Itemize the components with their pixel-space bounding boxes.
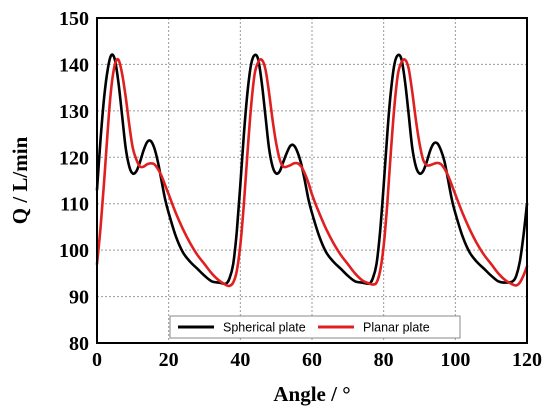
x-tick-label: 60 xyxy=(302,349,322,371)
series-line-spherical-plate xyxy=(95,53,529,286)
y-tick-label: 110 xyxy=(60,194,89,216)
series-line-planar-plate xyxy=(95,57,529,288)
x-tick-label: 40 xyxy=(230,349,250,371)
x-tick-label: 100 xyxy=(440,349,470,371)
y-tick-label: 140 xyxy=(59,54,89,76)
legend: Spherical plate Planar plate xyxy=(169,315,461,339)
y-tick-label: 90 xyxy=(69,287,89,309)
x-tick-label: 20 xyxy=(159,349,179,371)
legend-label-planar-plate: Planar plate xyxy=(363,321,430,335)
y-tick-label: 130 xyxy=(59,101,89,123)
y-tick-label: 120 xyxy=(59,147,89,169)
legend-label-spherical-plate: Spherical plate xyxy=(223,321,306,335)
series-lines xyxy=(95,53,529,288)
x-axis-title: Angle / ° xyxy=(273,382,350,406)
x-tick-label: 0 xyxy=(92,349,102,371)
y-tick-label: 150 xyxy=(59,8,89,30)
x-tick-label: 80 xyxy=(374,349,394,371)
y-tick-label: 80 xyxy=(69,333,89,355)
y-tick-label: 100 xyxy=(59,240,89,262)
y-axis-title: Q / L/min xyxy=(8,136,32,224)
plot-frame xyxy=(96,17,528,344)
y-axis-ticks: 80 90 100 110 120 130 140 150 xyxy=(59,8,89,355)
x-tick-label: 120 xyxy=(512,349,542,371)
x-axis-ticks: 0 20 40 60 80 100 120 xyxy=(92,349,542,371)
legend-box xyxy=(169,315,461,339)
